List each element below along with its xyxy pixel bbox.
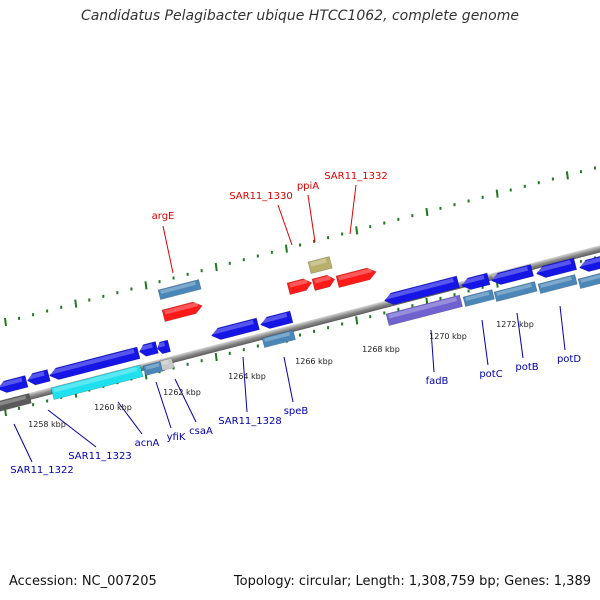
gene-csaA	[157, 339, 171, 355]
leader-line	[430, 329, 435, 373]
gene-label-SAR11_1328: SAR11_1328	[218, 416, 282, 427]
gene-yfiK	[139, 341, 159, 357]
gene-fadB	[384, 275, 460, 305]
tick-label: 1262 kbp	[163, 388, 201, 397]
topology-text: Topology: circular; Length: 1,308,759 bp…	[233, 574, 591, 589]
gene-track	[0, 254, 600, 413]
gene-SAR11_1322-b	[0, 393, 32, 413]
leader-line	[481, 319, 489, 366]
gene-label-acnA: acnA	[135, 438, 160, 449]
leader-line	[242, 356, 248, 413]
gene-potB	[491, 264, 535, 285]
gene-ppiA-box	[307, 256, 333, 274]
gene-speB-c	[261, 329, 296, 349]
dot-mark	[74, 299, 78, 308]
dot-mark	[425, 207, 429, 217]
tick-label: 1270 kbp	[429, 332, 467, 341]
gene-acnA-b	[50, 364, 144, 400]
gene-label-ppiA: ppiA	[297, 181, 319, 192]
gene-label-csaA: csaA	[189, 426, 213, 437]
gene-argE	[161, 301, 203, 322]
leader-line	[516, 312, 524, 359]
gene-label-SAR11_1323: SAR11_1323	[68, 451, 132, 462]
tick-label: 1266 kbp	[295, 357, 333, 366]
gene-potD-d	[577, 271, 600, 290]
leader-line	[283, 356, 294, 403]
dot-mark	[214, 352, 218, 362]
dot-mark	[495, 189, 499, 198]
tick-label: 1258 kbp	[28, 420, 66, 429]
leader-line	[117, 401, 143, 435]
gene-label-speB: speB	[284, 406, 309, 417]
gene-fadB-b	[385, 294, 463, 326]
tick-label: 1268 kbp	[362, 345, 400, 354]
tick-label: 1272 kbp	[496, 320, 534, 329]
gene-SAR11_1323	[27, 369, 51, 386]
gene-labels: argE SAR11_1330 ppiA SAR11_1332 SAR11_1322 SA…	[10, 171, 581, 476]
map-title: Candidatus Pelagibacter ubique HTCC1062,…	[80, 8, 519, 24]
gene-potD-c	[579, 254, 600, 272]
dot-mark	[355, 226, 359, 235]
gene-label-SAR11_1330: SAR11_1330	[229, 191, 293, 202]
leader-line	[277, 204, 293, 246]
leader-line	[559, 305, 566, 351]
leader-line	[307, 194, 316, 243]
leader-lines	[13, 184, 566, 463]
dot-mark	[355, 316, 359, 325]
accession-text: Accession: NC_007205	[9, 574, 157, 589]
dot-mark	[144, 281, 148, 290]
gene-label-yfiK: yfiK	[167, 432, 186, 443]
gene-speB-a	[211, 317, 260, 340]
gene-label-SAR11_1322: SAR11_1322	[10, 465, 74, 476]
gene-SAR11_1322	[0, 375, 29, 393]
gene-potC	[461, 272, 491, 290]
gene-label-potB: potB	[515, 362, 538, 373]
tick-label: 1264 kbp	[228, 372, 266, 381]
gene-csaA-b	[159, 357, 175, 372]
gene-label-potD: potD	[557, 354, 581, 365]
gene-ppiA	[311, 274, 336, 291]
dot-mark	[4, 317, 7, 327]
tick-label: 1260 kbp	[94, 403, 132, 412]
gene-yfiK-b	[142, 360, 166, 377]
gene-acnA	[49, 346, 141, 380]
dot-mark	[214, 262, 218, 272]
gene-SAR11_1330	[286, 278, 313, 295]
gene-potD	[536, 257, 578, 278]
leader-line	[13, 423, 33, 463]
gene-label-SAR11_1332: SAR11_1332	[324, 171, 388, 182]
leader-line	[47, 409, 97, 448]
gene-argE-shadow	[157, 279, 202, 301]
gene-potC-b	[462, 289, 495, 308]
gene-potB-b	[493, 281, 538, 303]
gene-speB-b	[260, 310, 294, 329]
gene-label-potC: potC	[479, 369, 502, 380]
gene-label-fadB: fadB	[426, 376, 449, 387]
dot-mark	[284, 244, 288, 253]
leader-line	[162, 225, 174, 274]
tick-labels: 1258 kbp 1260 kbp 1262 kbp 1264 kbp 1266 kbp…	[28, 320, 534, 429]
leader-line	[174, 378, 197, 423]
leader-line	[155, 381, 172, 429]
dot-mark	[565, 171, 569, 180]
gene-potD-b	[537, 274, 578, 295]
gene-label-argE: argE	[152, 211, 175, 222]
gene-SAR11_1332	[335, 267, 377, 288]
leader-line	[349, 184, 357, 235]
